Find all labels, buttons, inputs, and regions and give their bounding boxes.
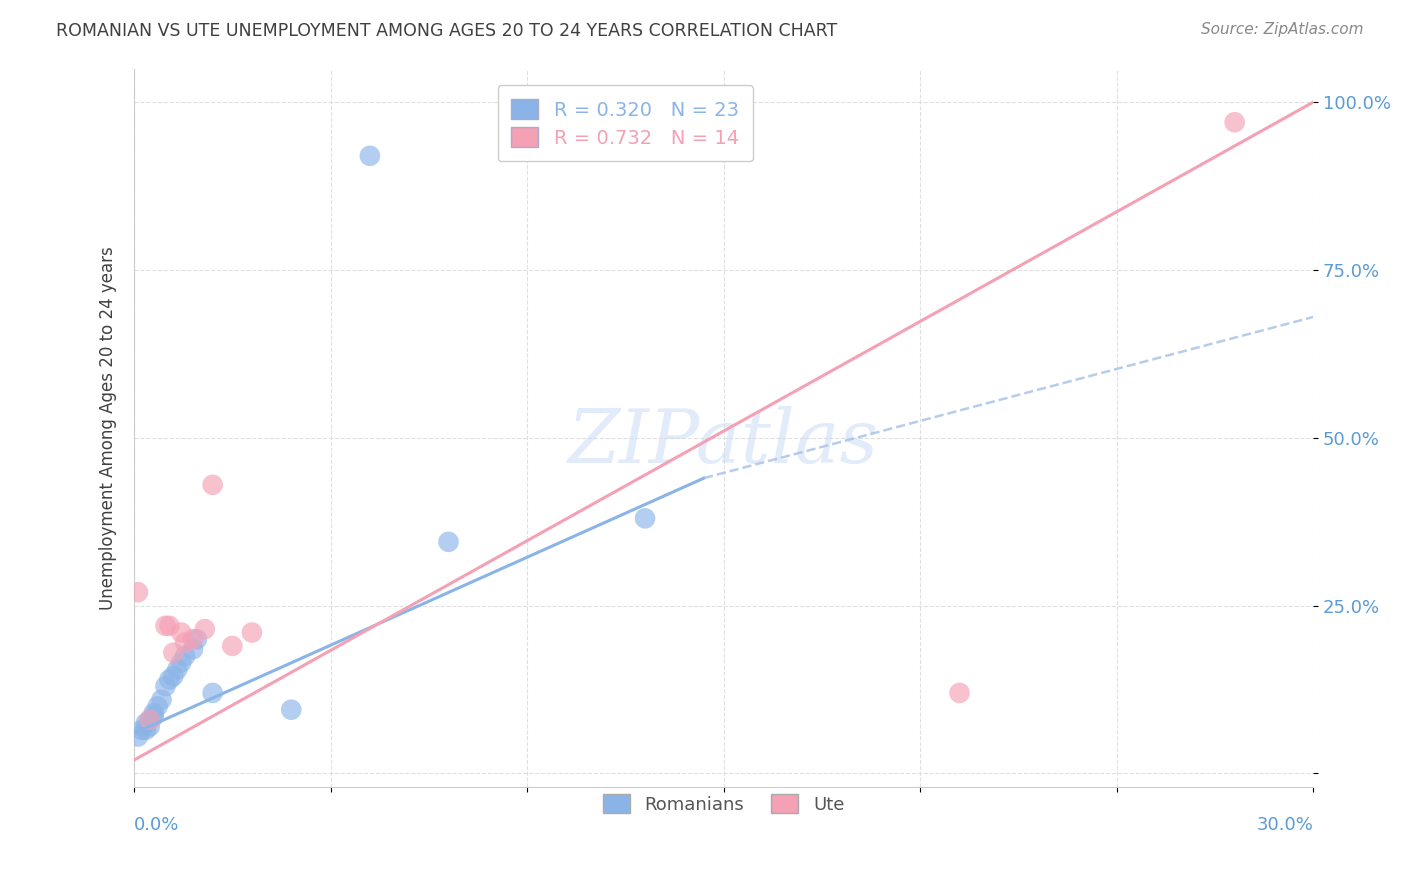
Point — [240, 625, 263, 640]
Point — [135, 723, 157, 737]
Point — [127, 585, 149, 599]
Point — [181, 632, 204, 647]
Point — [155, 679, 177, 693]
Point — [437, 534, 460, 549]
Point — [201, 686, 224, 700]
Text: Source: ZipAtlas.com: Source: ZipAtlas.com — [1201, 22, 1364, 37]
Point — [280, 703, 302, 717]
Y-axis label: Unemployment Among Ages 20 to 24 years: Unemployment Among Ages 20 to 24 years — [100, 246, 117, 609]
Point — [162, 646, 184, 660]
Point — [142, 709, 165, 723]
Point — [155, 619, 177, 633]
Text: ZIPatlas: ZIPatlas — [568, 406, 879, 478]
Point — [157, 619, 180, 633]
Point — [127, 730, 149, 744]
Point — [139, 713, 162, 727]
Text: 30.0%: 30.0% — [1257, 815, 1313, 834]
Point — [201, 477, 224, 491]
Point — [157, 673, 180, 687]
Legend: Romanians, Ute: Romanians, Ute — [589, 780, 859, 828]
Text: 0.0%: 0.0% — [134, 815, 180, 834]
Point — [135, 716, 157, 731]
Point — [174, 648, 197, 663]
Point — [139, 713, 162, 727]
Text: ROMANIAN VS UTE UNEMPLOYMENT AMONG AGES 20 TO 24 YEARS CORRELATION CHART: ROMANIAN VS UTE UNEMPLOYMENT AMONG AGES … — [56, 22, 838, 40]
Point — [131, 723, 153, 737]
Point — [174, 635, 197, 649]
Point — [181, 642, 204, 657]
Point — [166, 662, 188, 676]
Point — [186, 632, 208, 647]
Point — [139, 719, 162, 733]
Point — [1223, 115, 1246, 129]
Point — [634, 511, 657, 525]
Point — [142, 706, 165, 720]
Point — [170, 656, 193, 670]
Point — [170, 625, 193, 640]
Point — [948, 686, 970, 700]
Point — [221, 639, 243, 653]
Point — [146, 699, 169, 714]
Point — [150, 692, 173, 706]
Point — [194, 622, 217, 636]
Point — [162, 669, 184, 683]
Point — [359, 149, 381, 163]
